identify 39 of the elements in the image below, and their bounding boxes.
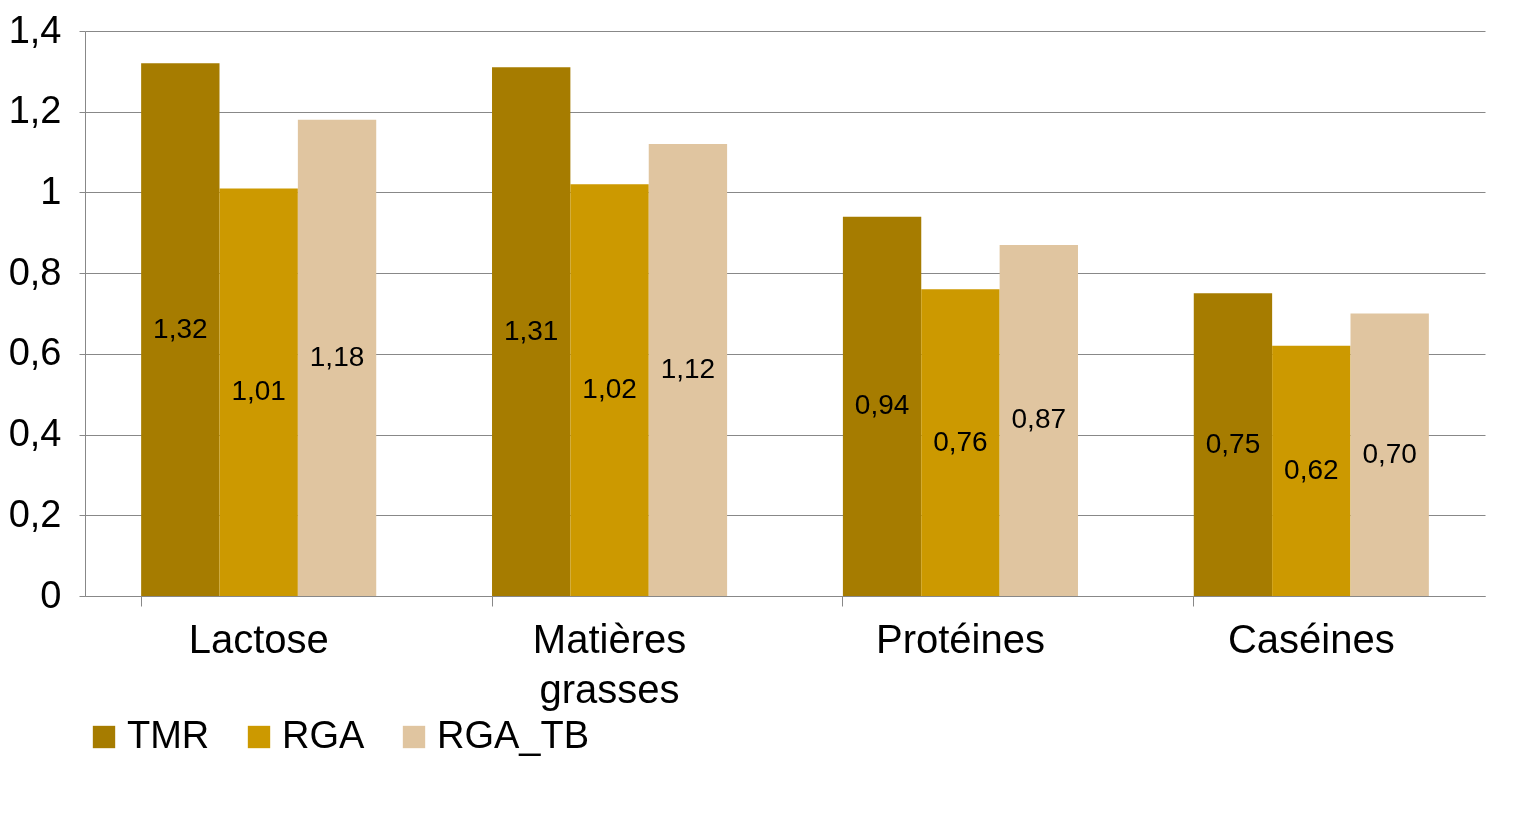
x-tick-label: Matières grasses — [532, 616, 687, 711]
y-tick-label: 1,2 — [8, 89, 62, 132]
data-label: 1,31 — [503, 314, 559, 346]
legend-label: TMR — [127, 714, 210, 756]
data-label: 0,76 — [933, 425, 988, 457]
data-label: 1,12 — [660, 353, 716, 384]
data-label: 1,01 — [231, 375, 286, 407]
bar — [570, 184, 649, 596]
data-label: 0,87 — [1011, 403, 1067, 435]
y-tick-label: 1,4 — [8, 8, 62, 51]
bar — [921, 289, 1000, 596]
data-label: 0,75 — [1205, 427, 1261, 459]
bar — [1193, 293, 1273, 596]
data-label: 1,18 — [309, 340, 365, 372]
data-label: 1,02 — [582, 373, 637, 405]
x-tick-label: Protéines — [875, 616, 1045, 661]
bar — [999, 244, 1078, 596]
bar — [842, 216, 922, 596]
y-tick-label: 0 — [40, 573, 62, 616]
data-label: 0,70 — [1362, 437, 1417, 469]
bar — [1350, 313, 1429, 596]
y-tick-label: 0,4 — [8, 412, 62, 455]
data-label: 0,94 — [854, 389, 910, 421]
data-label: 0,62 — [1284, 453, 1339, 485]
x-tick-label: Caséines — [1227, 616, 1395, 661]
bar — [219, 188, 298, 596]
data-label: 1,32 — [153, 312, 208, 344]
y-tick-label: 0,6 — [8, 331, 62, 374]
bar — [1272, 345, 1351, 596]
bar — [648, 144, 728, 596]
y-tick-label: 0,8 — [8, 250, 62, 293]
x-tick-label: Lactose — [188, 616, 329, 661]
bar — [297, 119, 377, 596]
bar — [492, 67, 571, 596]
legend-label: RGA_TB — [437, 714, 590, 756]
legend-label: RGA — [282, 714, 365, 756]
bar — [141, 63, 220, 596]
y-tick-label: 0,2 — [8, 492, 62, 535]
y-tick-label: 1 — [40, 169, 62, 212]
